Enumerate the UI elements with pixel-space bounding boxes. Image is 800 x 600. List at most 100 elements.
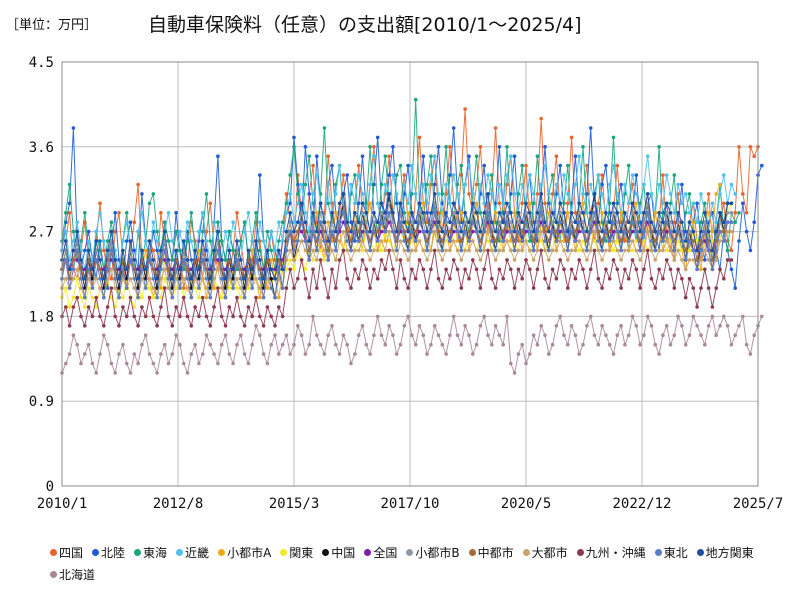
data-point xyxy=(531,286,536,290)
data-point xyxy=(360,239,365,243)
data-point xyxy=(710,248,715,253)
data-point xyxy=(200,276,205,281)
y-tick-label: 0.9 xyxy=(29,394,54,410)
data-point xyxy=(725,211,730,215)
data-point xyxy=(566,201,570,206)
data-point xyxy=(482,220,487,224)
data-point xyxy=(554,220,559,224)
data-point xyxy=(501,229,506,234)
data-point xyxy=(600,173,604,177)
data-point xyxy=(520,342,524,347)
data-point xyxy=(147,276,152,281)
data-point xyxy=(455,192,460,196)
data-point xyxy=(334,248,338,253)
data-point xyxy=(345,248,350,253)
data-point xyxy=(657,211,661,215)
data-point xyxy=(718,267,722,272)
legend-label: 北海道 xyxy=(59,568,96,582)
data-point xyxy=(611,211,616,215)
data-point xyxy=(124,211,129,215)
data-point xyxy=(531,201,536,206)
data-point xyxy=(258,295,262,300)
data-point xyxy=(219,342,224,347)
data-point xyxy=(204,276,209,281)
data-point xyxy=(531,192,536,196)
data-point xyxy=(505,229,509,234)
data-point xyxy=(531,248,536,253)
data-point xyxy=(147,201,152,206)
data-point xyxy=(668,192,673,196)
data-point xyxy=(406,163,410,168)
data-point xyxy=(349,229,353,234)
data-point xyxy=(334,286,338,290)
data-point xyxy=(710,229,715,234)
data-point xyxy=(200,258,205,262)
data-point xyxy=(417,239,422,243)
data-point xyxy=(322,229,327,234)
data-point xyxy=(421,220,426,224)
data-point xyxy=(562,333,566,338)
data-point xyxy=(136,361,140,366)
data-point xyxy=(421,211,426,215)
data-point xyxy=(729,267,734,272)
data-point xyxy=(664,211,669,215)
data-point xyxy=(607,229,612,234)
data-point xyxy=(615,248,620,253)
data-point xyxy=(273,333,277,338)
data-point xyxy=(143,239,148,243)
data-point xyxy=(467,192,471,196)
data-point xyxy=(680,324,684,328)
data-point xyxy=(623,342,627,347)
data-point xyxy=(356,201,361,206)
data-point xyxy=(581,201,585,206)
data-point xyxy=(505,220,509,224)
data-point xyxy=(402,211,407,215)
data-point xyxy=(372,267,376,272)
data-point xyxy=(212,220,216,224)
data-point xyxy=(143,267,148,272)
data-point xyxy=(391,220,395,224)
data-point xyxy=(204,286,209,290)
data-point xyxy=(83,295,87,300)
data-point xyxy=(284,248,289,253)
data-point xyxy=(748,145,753,149)
data-point xyxy=(208,258,213,262)
data-point xyxy=(706,248,711,253)
data-point xyxy=(299,258,304,262)
data-point xyxy=(375,248,380,253)
data-point xyxy=(645,248,650,253)
data-point xyxy=(265,267,270,272)
data-point xyxy=(71,295,76,300)
data-point xyxy=(296,192,300,196)
data-point xyxy=(208,324,213,328)
data-point xyxy=(741,192,745,196)
data-point xyxy=(219,239,224,243)
data-point xyxy=(121,342,125,347)
data-point xyxy=(588,126,593,130)
data-point xyxy=(543,276,547,281)
data-point xyxy=(604,267,608,272)
data-point xyxy=(733,211,737,215)
data-point xyxy=(227,248,232,253)
data-point xyxy=(451,239,456,243)
data-point xyxy=(239,314,243,319)
data-point xyxy=(588,314,593,319)
data-point xyxy=(471,201,475,206)
data-point xyxy=(520,220,524,224)
data-point xyxy=(664,173,669,177)
data-point xyxy=(185,267,190,272)
data-point xyxy=(147,352,152,356)
data-point xyxy=(132,352,137,356)
data-point xyxy=(394,286,399,290)
data-point xyxy=(155,371,159,375)
data-point xyxy=(520,248,524,253)
data-point xyxy=(128,220,133,224)
data-point xyxy=(577,239,581,243)
data-point xyxy=(432,192,437,196)
data-point xyxy=(235,211,239,215)
data-point xyxy=(615,333,620,338)
data-point xyxy=(630,229,635,234)
data-point xyxy=(516,211,521,215)
data-point xyxy=(258,333,262,338)
data-point xyxy=(482,248,487,253)
